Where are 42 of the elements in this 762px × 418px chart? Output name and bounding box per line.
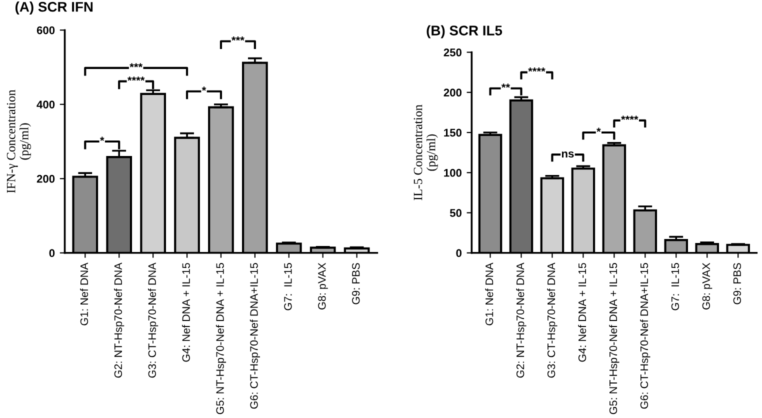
x-tick-label: G6: CT-Hsp70-Nef DNA+IL-15 <box>250 263 260 409</box>
y-tick-label: 200 <box>444 88 462 97</box>
annotation: ns <box>562 151 574 158</box>
y-tick-label: 400 <box>36 100 55 108</box>
annotation: ** <box>501 84 510 88</box>
annotation: *** <box>130 63 143 68</box>
annotation: *** <box>232 36 244 41</box>
x-tick-label: G2: NT-Hsp70-Nef DNA <box>114 262 124 378</box>
annotation: * <box>202 86 206 91</box>
y-tick-label: 50 <box>450 209 462 217</box>
y-tick-label: 0 <box>456 249 462 258</box>
x-tick-label: G2: NT-Hsp70-Nef DNA <box>516 262 526 378</box>
y-axis-title: IFN-γ Concentration (pg/ml) <box>6 90 31 193</box>
chart-title: (B) SCR IL5 <box>426 25 502 38</box>
x-tick-label: G8: pVAX <box>702 262 712 310</box>
x-tick-label: G1: Nef DNA <box>80 262 88 326</box>
x-tick-label: G3: CT-Hsp70-Nef DNA <box>148 262 158 378</box>
annotation: * <box>100 136 104 141</box>
annotation: **** <box>621 116 638 120</box>
annotation: **** <box>127 76 145 81</box>
x-tick-label: G5: NT-Hsp70-Nef DNA + IL-15 <box>216 263 226 414</box>
x-tick-label: G5: NT-Hsp70-Nef DNA + IL-15 <box>609 263 620 414</box>
y-tick-label: 600 <box>36 26 55 34</box>
y-tick-label: 150 <box>444 128 462 137</box>
y-axis-title: IL-5 Concentration (pg/ml) <box>414 104 438 200</box>
y-tick-label: 250 <box>444 48 462 56</box>
x-tick-label: G8: pVAX <box>318 262 328 310</box>
x-tick-label: G9: PBS <box>352 263 360 304</box>
y-tick-label: 0 <box>49 249 55 258</box>
x-tick-label: G4: Nef DNA + IL-15 <box>182 263 190 362</box>
x-tick-label: G4: Nef DNA + IL-15 <box>578 263 586 362</box>
chart-title: (A) SCR IFN <box>15 2 93 14</box>
y-tick-label: 200 <box>36 174 55 183</box>
annotation: **** <box>528 68 546 72</box>
x-tick-label: G6: CT-Hsp70-Nef DNA+IL-15 <box>640 263 650 409</box>
annotation: * <box>596 128 601 132</box>
x-tick-label: G9: PBS <box>733 263 741 304</box>
y-tick-label: 100 <box>444 168 462 177</box>
x-tick-label: G1: Nef DNA <box>485 262 494 326</box>
x-tick-label: G7: IL-15 <box>284 263 292 310</box>
x-tick-label: G7: IL-15 <box>671 263 680 310</box>
x-tick-label: G3: CT-Hsp70-Nef DNA <box>547 262 558 378</box>
